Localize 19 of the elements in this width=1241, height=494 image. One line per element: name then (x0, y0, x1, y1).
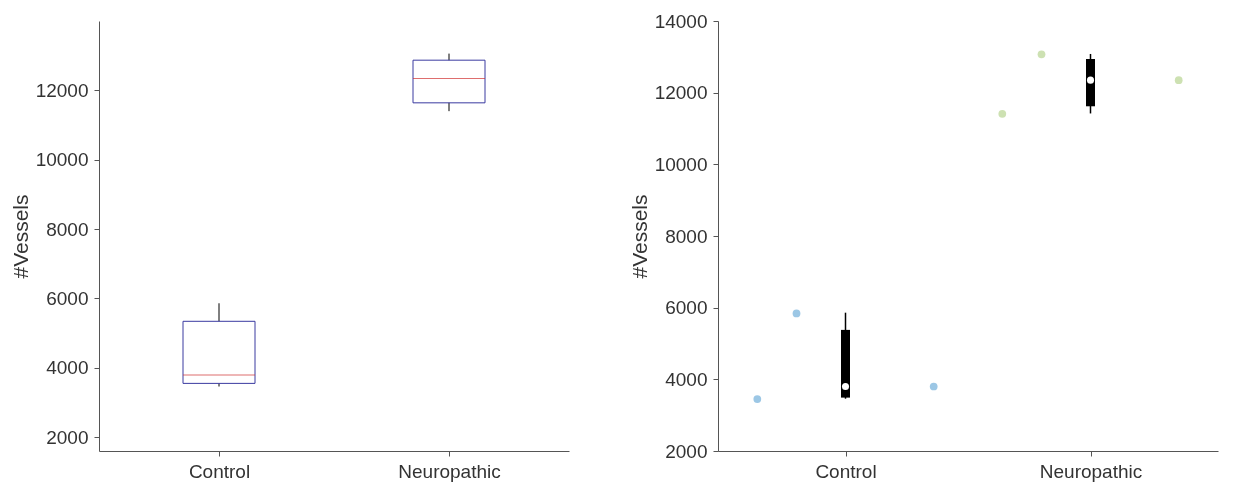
x-tick-label: Control (815, 460, 877, 482)
y-tick-label: 2000 (46, 426, 89, 448)
y-tick-label: 10000 (35, 149, 89, 171)
y-tick-label: 12000 (35, 79, 89, 101)
x-tick-label: Control (188, 460, 251, 482)
x-tick-label: Neuropathic (398, 460, 501, 482)
y-tick-label: 12000 (654, 82, 708, 104)
y-axis-title: #Vessels (627, 194, 651, 279)
y-axis-title: #Vessels (8, 194, 32, 279)
y-tick-label: 4000 (665, 368, 708, 390)
y-tick-label: 14000 (654, 10, 708, 32)
y-tick-label: 10000 (654, 153, 708, 175)
y-tick-label: 6000 (46, 287, 89, 309)
x-tick-label: Neuropathic (1039, 460, 1143, 482)
y-tick-label: 8000 (46, 218, 89, 240)
y-tick-label: 4000 (46, 357, 89, 379)
y-tick-label: 8000 (665, 225, 708, 247)
y-tick-label: 6000 (665, 297, 708, 319)
y-tick-label: 2000 (665, 440, 708, 462)
